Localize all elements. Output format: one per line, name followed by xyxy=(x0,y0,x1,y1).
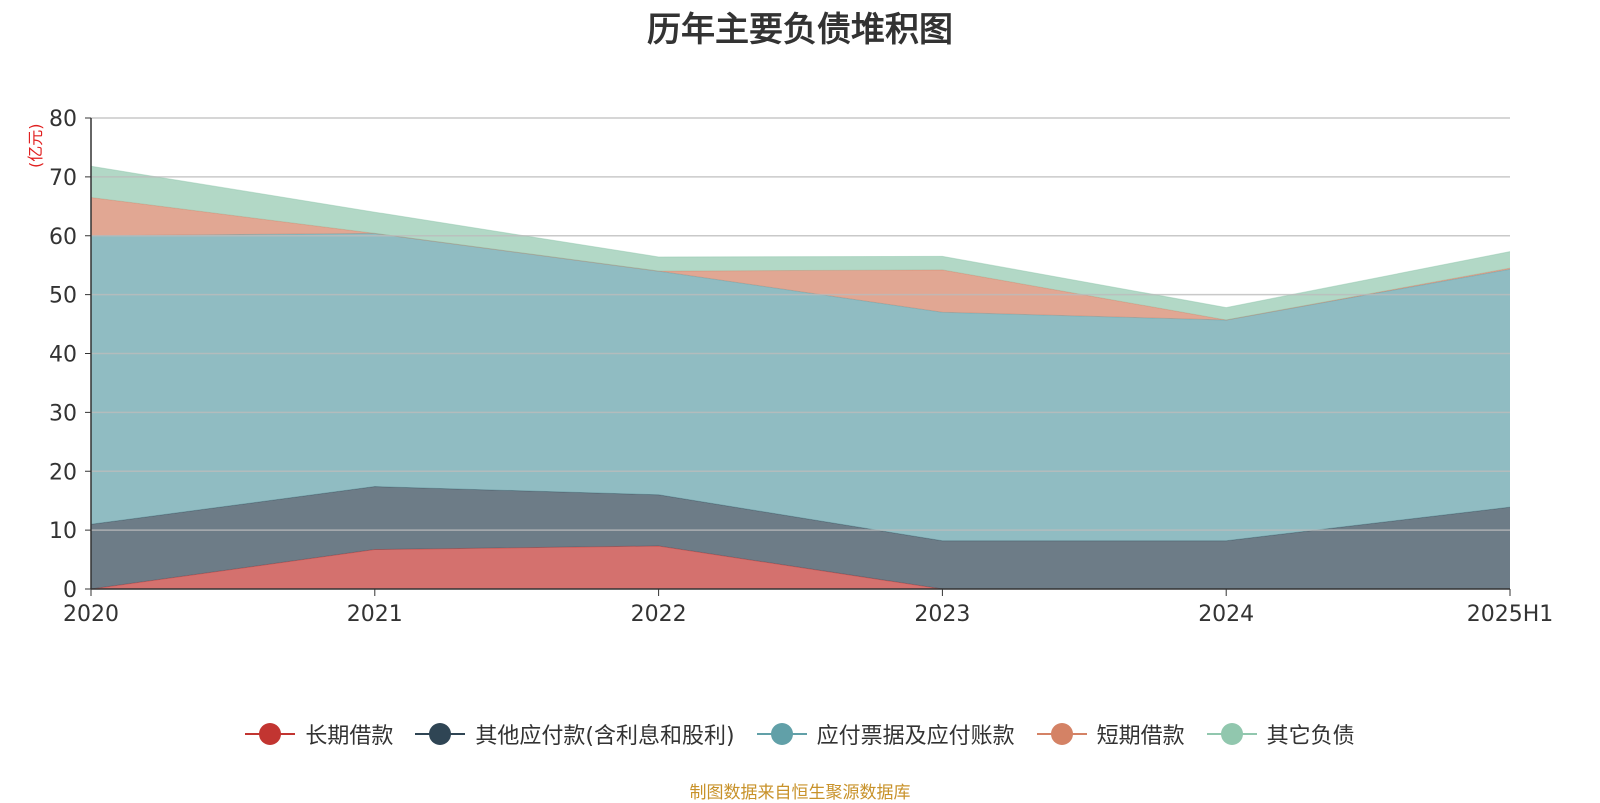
legend-marker-dot xyxy=(259,723,282,745)
y-tick-label: 50 xyxy=(49,284,77,309)
y-tick-label: 10 xyxy=(49,519,77,544)
legend-item-1[interactable]: 其他应付款(含利息和股利) xyxy=(415,718,735,750)
data-source-note: 制图数据来自恒生聚源数据库 xyxy=(689,783,911,803)
line-series-4 xyxy=(90,165,1511,309)
x-tick-label: 2023 xyxy=(914,602,970,627)
y-tick-label: 20 xyxy=(49,460,77,485)
legend-label: 短期借款 xyxy=(1096,724,1185,749)
legend-marker xyxy=(756,722,807,746)
legend-marker xyxy=(415,722,466,746)
legend-label: 其它负债 xyxy=(1266,724,1355,749)
y-tick-label: 60 xyxy=(49,225,77,250)
x-tick-label: 2021 xyxy=(347,602,403,627)
y-tick-label: 0 xyxy=(63,578,77,603)
legend-marker xyxy=(1036,722,1087,746)
legend-marker-dot xyxy=(1050,723,1073,745)
legend-marker-dot xyxy=(770,723,793,745)
y-tick-label: 30 xyxy=(49,401,77,426)
chart-title: 历年主要负债堆积图 xyxy=(647,10,953,50)
x-tick-label: 2024 xyxy=(1198,602,1254,627)
legend-marker-dot xyxy=(429,723,452,745)
legend-marker-dot xyxy=(1220,723,1243,745)
legend-label: 长期借款 xyxy=(305,724,394,749)
x-tick-label: 2022 xyxy=(631,602,687,627)
y-tick-label: 40 xyxy=(49,343,77,368)
legend-label: 应付票据及应付账款 xyxy=(816,724,1015,749)
legend-marker xyxy=(1206,722,1257,746)
legend-item-2[interactable]: 应付票据及应付账款 xyxy=(756,718,1015,750)
stacked-area-chart: 0 10 20 30 40 50 60 70 80 2020 2021 2022 2023 2024 202… xyxy=(49,107,1554,627)
y-tick-label: 80 xyxy=(49,107,77,132)
x-tick-label: 2025H1 xyxy=(1467,602,1554,627)
area-series-1 xyxy=(91,486,1510,589)
chart-legend: 长期借款 其他应付款(含利息和股利) 应付票据及应付账款 短期借款 其它负债 xyxy=(0,718,1600,750)
area-series-2 xyxy=(91,233,1510,541)
y-tick-label: 70 xyxy=(49,166,77,191)
x-tick-label: 2020 xyxy=(63,602,119,627)
legend-marker xyxy=(245,722,296,746)
legend-item-3[interactable]: 短期借款 xyxy=(1036,718,1185,750)
legend-label: 其他应付款(含利息和股利) xyxy=(475,724,735,749)
legend-item-4[interactable]: 其它负债 xyxy=(1206,718,1355,750)
legend-item-0[interactable]: 长期借款 xyxy=(245,718,393,750)
